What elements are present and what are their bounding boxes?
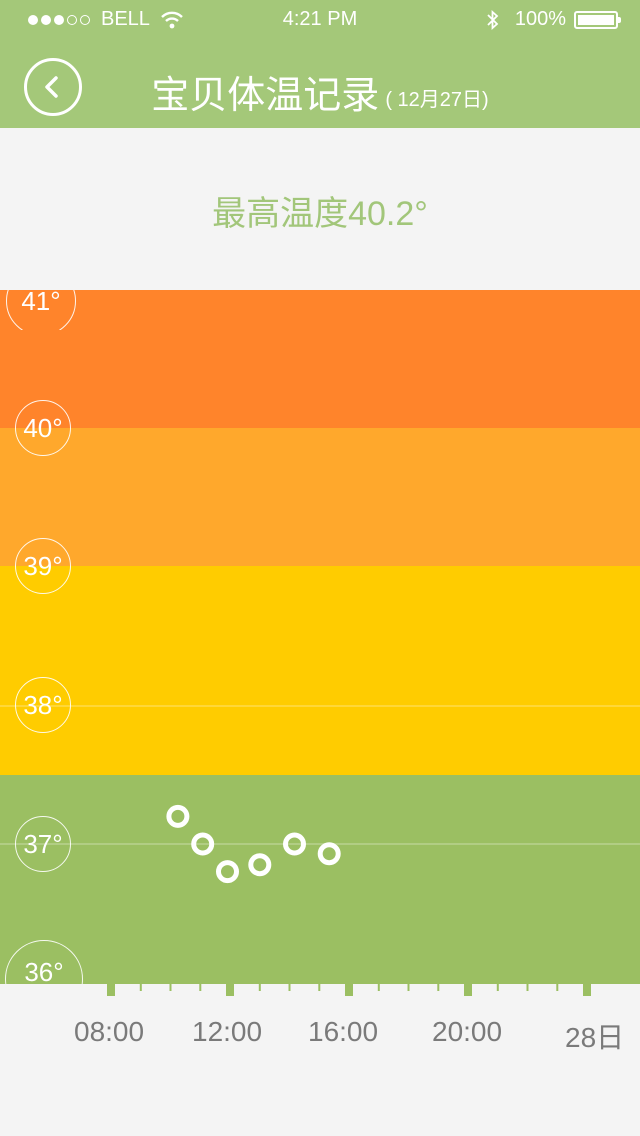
header: BELL 4:21 PM 100% 宝贝体温记录( 12月27日) [0,0,640,128]
y-tick-41: 41° [6,290,76,330]
y-tick-38: 38° [15,677,71,733]
band-40-41 [0,290,640,428]
x-major-tick [345,984,353,996]
data-point-4[interactable] [248,853,272,877]
x-minor-tick [556,984,559,991]
y-tick-40-label: 40° [23,412,63,443]
battery-percent: 100% [514,8,566,30]
x-minor-tick [169,984,172,991]
data-point-3[interactable] [216,860,239,884]
x-tick-label: 08:00 [74,1016,145,1047]
x-tick-label: 28日 [565,1022,625,1053]
x-major-tick [583,984,591,996]
y-tick-39: 39° [15,538,71,594]
x-tick-label: 12:00 [192,1016,263,1047]
x-minor-tick [318,984,321,991]
gridline-38 [0,705,640,707]
max-temperature-label: 最高温度40.2° [212,195,428,233]
data-point-5[interactable] [283,832,306,856]
band-37-39 [0,566,640,775]
y-tick-41-label: 41° [21,290,61,316]
x-minor-tick [526,984,529,991]
tick-36-clip: 36° [0,930,640,984]
gridline-37 [0,843,640,845]
y-tick-37: 37° [15,816,71,872]
x-major-tick [107,984,115,996]
wifi-icon [161,11,183,28]
summary-panel: 最高温度40.2° [0,128,640,290]
y-tick-39-label: 39° [23,550,63,581]
carrier-label: BELL [101,8,150,30]
x-minor-tick [199,984,202,991]
page-title: 宝贝体温记录( 12月27日) [0,64,640,119]
x-minor-tick [258,984,261,991]
chevron-left-icon [45,76,58,98]
temperature-plot [166,804,341,884]
x-minor-tick [437,984,440,991]
y-tick-36-label: 36° [24,957,64,984]
x-minor-tick [377,984,380,991]
x-major-tick [464,984,472,996]
band-36-37 [0,775,640,984]
tick-41-clip: 41° [0,290,640,330]
data-point-6[interactable] [317,842,341,866]
x-tick-label: 16:00 [308,1016,379,1047]
signal-icon [28,14,93,25]
x-tick-label: 20:00 [432,1016,503,1047]
status-bar: BELL 4:21 PM 100% [0,0,640,40]
x-minor-tick [288,984,291,991]
x-minor-tick [496,984,499,991]
title-date: ( 12月27日) [385,89,489,112]
x-minor-tick [407,984,410,991]
status-time: 4:21 PM [282,8,358,30]
title-text: 宝贝体温记录 [151,75,380,117]
y-tick-37-label: 37° [23,828,63,859]
x-axis-ticks [107,984,591,996]
status-right: 100% [485,8,621,31]
x-axis: 08:00 12:00 16:00 20:00 28日 [0,984,640,1136]
battery-icon [574,10,621,29]
y-tick-40: 40° [15,400,71,456]
status-left: BELL [28,8,184,31]
x-major-tick [226,984,234,996]
x-minor-tick [139,984,142,991]
bluetooth-icon [487,9,499,30]
band-39-40 [0,428,640,566]
data-point-2[interactable] [191,832,215,856]
data-point-1[interactable] [166,804,190,828]
back-button[interactable] [24,58,82,116]
y-tick-38-label: 38° [23,689,63,720]
